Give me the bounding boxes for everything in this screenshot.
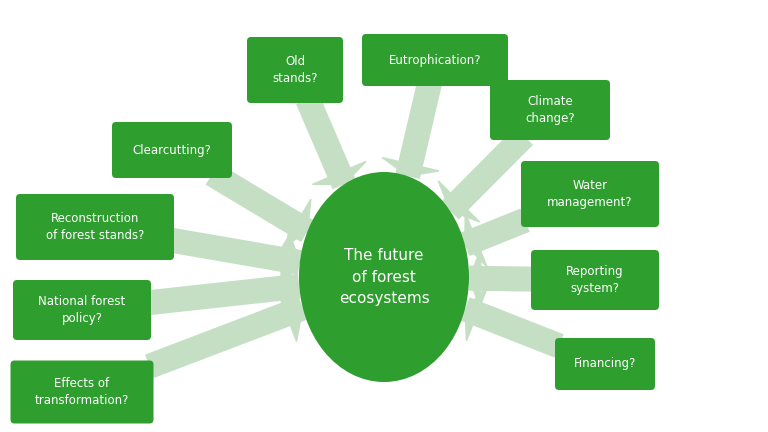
Ellipse shape — [299, 172, 469, 382]
Text: Reconstruction
of forest stands?: Reconstruction of forest stands? — [46, 212, 144, 242]
Polygon shape — [276, 287, 303, 342]
FancyBboxPatch shape — [13, 280, 151, 340]
Text: Eutrophication?: Eutrophication? — [389, 54, 482, 67]
FancyBboxPatch shape — [531, 250, 659, 310]
FancyBboxPatch shape — [112, 122, 232, 178]
Polygon shape — [465, 286, 488, 341]
Text: The future
of forest
ecosystems: The future of forest ecosystems — [339, 248, 429, 305]
FancyBboxPatch shape — [490, 80, 610, 140]
Text: National forest
policy?: National forest policy? — [38, 295, 126, 325]
FancyBboxPatch shape — [16, 194, 174, 260]
Text: Clearcutting?: Clearcutting? — [133, 143, 211, 156]
Text: Financing?: Financing? — [574, 358, 636, 371]
Text: Reporting
system?: Reporting system? — [566, 265, 624, 295]
Polygon shape — [279, 231, 300, 289]
Text: Water
management?: Water management? — [548, 179, 633, 209]
FancyBboxPatch shape — [362, 34, 508, 86]
Text: Effects of
transformation?: Effects of transformation? — [35, 377, 129, 407]
Text: Climate
change?: Climate change? — [525, 95, 574, 125]
Polygon shape — [281, 199, 311, 249]
Polygon shape — [469, 249, 481, 308]
FancyBboxPatch shape — [11, 360, 154, 423]
Polygon shape — [382, 158, 439, 176]
Polygon shape — [280, 259, 300, 317]
Text: Old
stands?: Old stands? — [272, 55, 318, 85]
FancyBboxPatch shape — [247, 37, 343, 103]
Polygon shape — [439, 181, 480, 222]
FancyBboxPatch shape — [521, 161, 659, 227]
FancyBboxPatch shape — [555, 338, 655, 390]
Polygon shape — [465, 213, 487, 267]
Polygon shape — [313, 162, 366, 184]
